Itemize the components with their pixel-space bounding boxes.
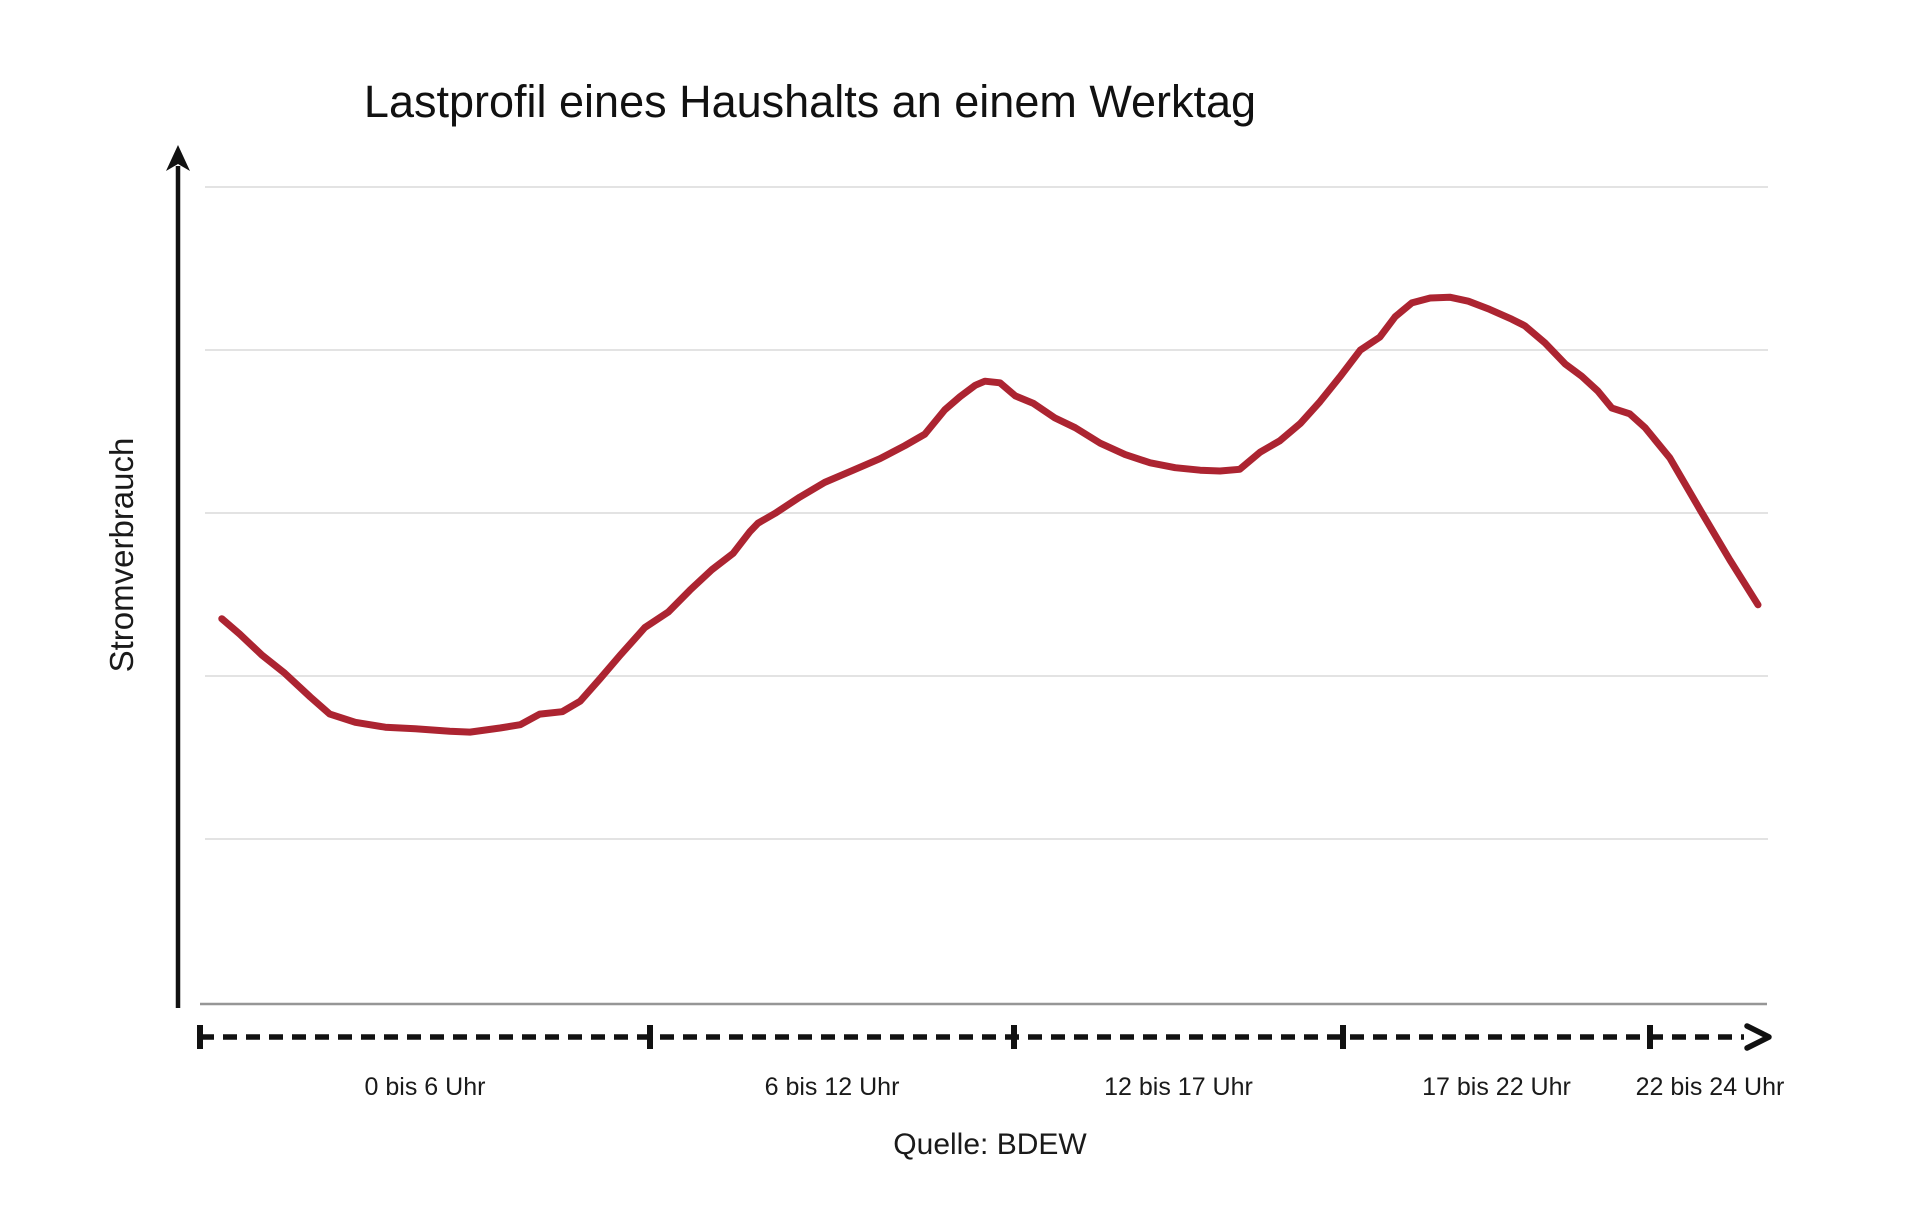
y-axis-arrowhead	[166, 145, 190, 171]
load-curve	[218, 293, 1762, 736]
x-segment-label: 0 bis 6 Uhr	[364, 1073, 486, 1101]
x-segment-label: 17 bis 22 Uhr	[1422, 1073, 1571, 1101]
x-segment-label: 22 bis 24 Uhr	[1635, 1073, 1785, 1101]
source-caption: Quelle: BDEW	[893, 1128, 1087, 1161]
x-segment-label: 12 bis 17 Uhr	[1104, 1073, 1253, 1101]
chart-title: Lastprofil eines Haushalts an einem Werk…	[363, 76, 1257, 127]
x-axis-arrowhead	[1744, 1023, 1772, 1051]
x-axis	[197, 1023, 1772, 1051]
x-axis-ticks	[197, 1025, 1653, 1049]
gridlines	[205, 186, 1768, 840]
y-axis	[166, 145, 190, 1008]
x-segment-label: 6 bis 12 Uhr	[764, 1073, 900, 1101]
